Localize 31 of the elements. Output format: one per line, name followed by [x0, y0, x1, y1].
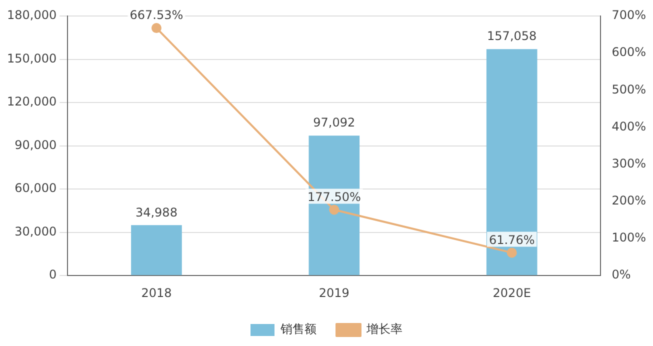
legend-label: 销售额: [280, 322, 316, 336]
y2-tick-label: 0%: [612, 268, 631, 282]
data-label: 97,092: [313, 116, 356, 130]
data-label: 61.76%: [488, 232, 535, 247]
y-tick-label: 90,000: [14, 138, 57, 152]
x-tick-label: 2020E: [492, 286, 531, 300]
data-label: 667.53%: [130, 8, 184, 22]
y2-tick-label: 300%: [612, 156, 646, 170]
y2-tick-label: 500%: [612, 82, 646, 96]
y-tick-label: 150,000: [7, 51, 57, 66]
point: [329, 204, 340, 215]
point: [506, 248, 517, 258]
y2-tick-label: 400%: [612, 119, 646, 134]
point: [151, 23, 162, 34]
y-tick-label: 180,000: [7, 8, 57, 22]
data-label: 177.50%: [307, 190, 361, 204]
y2-tick-label: 600%: [612, 45, 646, 60]
x-tick-label: 2019: [318, 286, 350, 300]
y-tick-label: 30,000: [14, 224, 57, 238]
bar: [131, 225, 182, 276]
data-label: 157,058: [487, 29, 537, 44]
y2-tick-label: 700%: [612, 8, 646, 22]
bar: [486, 49, 538, 276]
x-tick-label: 2018: [141, 286, 172, 300]
data-label: 34,988: [135, 205, 178, 220]
y-tick-label: 0: [48, 268, 57, 282]
y2-tick-label: 100%: [612, 230, 646, 245]
legend-label: 增长率: [366, 322, 402, 336]
y2-tick-label: 200%: [612, 194, 646, 208]
y-tick-label: 60,000: [14, 181, 57, 196]
y-tick-label: 120,000: [7, 94, 57, 109]
